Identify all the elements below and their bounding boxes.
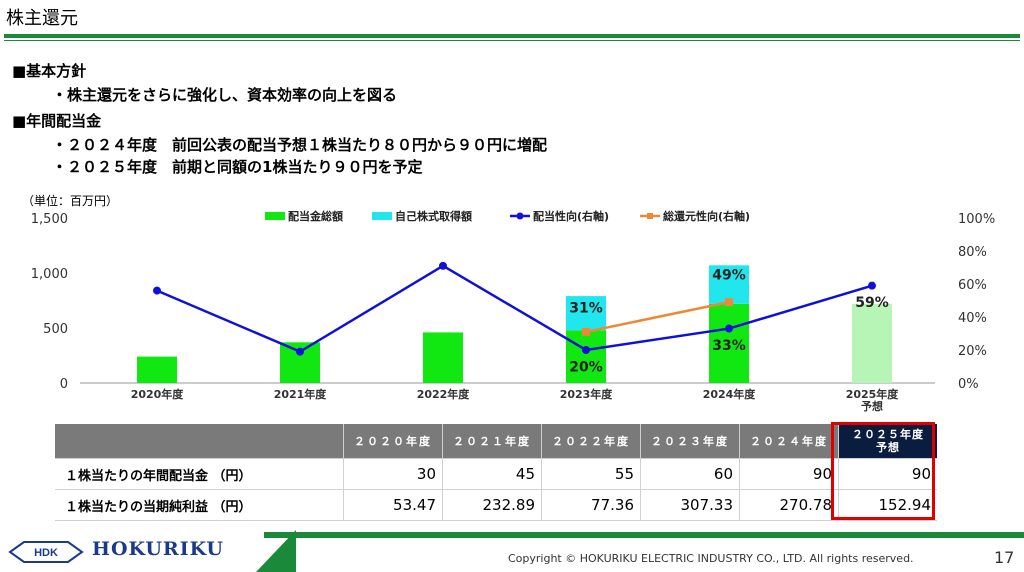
data-label: 49%	[712, 268, 746, 284]
x-tick-label: 2024年度	[703, 387, 757, 401]
bar-dividend-total	[852, 303, 892, 383]
table-header-forecast: ２０２５年度 予想	[838, 424, 937, 459]
row-label: １株当たりの年間配当金 （円）	[55, 458, 344, 490]
forecast-highlight-box	[831, 422, 935, 520]
table-cell: 307.33	[640, 489, 740, 521]
y-right-tick-label: 100%	[958, 212, 995, 227]
data-label: 20%	[569, 359, 603, 375]
legend-label: 自己株式取得額	[395, 209, 472, 223]
dividend-table: ２０２０年度 ２０２１年度 ２０２２年度 ２０２３年度 ２０２４年度 ２０２５年…	[55, 424, 937, 521]
shareholder-return-chart: 配当金総額 自己株式取得額 配当性向(右軸) 総還元性向(右軸) 0 500 1,000 1…	[31, 209, 995, 413]
y-right-tick-label: 0%	[958, 377, 979, 392]
bar-dividend-total	[566, 330, 606, 383]
table-header-year: ２０２４年度	[739, 424, 839, 459]
table-cell: 30	[343, 458, 443, 490]
unit-label: （単位：百万円）	[22, 194, 119, 208]
table-cell: 55	[541, 458, 641, 490]
legend-swatch	[265, 212, 285, 220]
table-cell: 232.89	[442, 489, 542, 521]
table-header-blank	[55, 424, 344, 459]
payout-ratio-point	[439, 261, 447, 270]
x-tick-label: 2025年度	[846, 387, 900, 401]
x-tick-label: 2023年度	[560, 387, 614, 401]
y-left-tick-label: 1,000	[31, 267, 68, 282]
policy-line: ・株主還元をさらに強化し、資本効率の向上を図る	[52, 86, 398, 104]
bar-share-buyback	[566, 296, 606, 331]
table-header-year: ２０２３年度	[640, 424, 740, 459]
legend-swatch	[372, 212, 392, 220]
dividend-line-2024: ・２０２４年度 前回公表の配当予想１株当たり８０円から９０円に増配	[52, 136, 548, 154]
y-left-tick-label: 1,500	[31, 212, 68, 227]
page-title: 株主還元	[6, 8, 78, 29]
legend-marker	[647, 213, 653, 219]
y-left-tick-label: 500	[43, 322, 68, 337]
table-row: １株当たりの当期純利益 （円） 53.47 232.89 77.36 307.3…	[55, 489, 937, 521]
table-cell: 45	[442, 458, 542, 490]
company-logo-text: HOKURIKU	[92, 538, 224, 560]
data-label: 31%	[569, 301, 603, 317]
bar-dividend-total	[137, 356, 177, 383]
x-tick-label: 予想	[861, 399, 883, 413]
data-label: 59%	[855, 295, 889, 311]
table-cell: 270.78	[739, 489, 839, 521]
footer-bar	[264, 532, 1024, 538]
legend-label: 総還元性向(右軸)	[663, 209, 750, 223]
hdk-logo-icon: HDK	[8, 541, 84, 563]
payout-ratio-point	[868, 281, 876, 290]
payout-ratio-point	[725, 324, 733, 333]
table-cell: 60	[640, 458, 740, 490]
y-right-tick-label: 80%	[958, 245, 987, 260]
logo-mark-text: HDK	[34, 547, 58, 559]
page-number: 17	[994, 548, 1015, 567]
data-label: 33%	[712, 338, 746, 354]
table-cell: 90	[838, 458, 937, 490]
row-label: １株当たりの当期純利益 （円）	[55, 489, 344, 521]
y-right-tick-label: 60%	[958, 278, 987, 293]
title-underline	[4, 34, 1020, 38]
legend-label: 配当性向(右軸)	[533, 209, 609, 223]
y-right-tick-label: 40%	[958, 311, 987, 326]
table-header-year: ２０２０年度	[343, 424, 443, 459]
total-return-ratio-point	[582, 327, 590, 336]
dividend-line-2025: ・２０２５年度 前期と同額の1株当たり９０円を予定	[52, 158, 423, 176]
x-tick-label: 2020年度	[131, 387, 185, 401]
bar-dividend-total	[709, 303, 749, 383]
table-cell: 90	[739, 458, 839, 490]
table-cell: 77.36	[541, 489, 641, 521]
x-tick-label: 2022年度	[417, 387, 471, 401]
y-right-tick-label: 20%	[958, 344, 987, 359]
total-return-ratio-line	[585, 300, 730, 334]
forecast-year: ２０２５年度	[852, 428, 924, 441]
table-header-year: ２０２２年度	[541, 424, 641, 459]
legend-marker	[516, 212, 524, 220]
heading-annual-dividend: ■年間配当金	[12, 112, 102, 130]
payout-ratio-point	[296, 347, 304, 356]
table-row: １株当たりの年間配当金 （円） 30 45 55 60 90 90	[55, 458, 937, 490]
table-header-year: ２０２１年度	[442, 424, 542, 459]
payout-ratio-line	[156, 264, 873, 354]
title-underline-thin	[4, 40, 1020, 41]
table-cell: 152.94	[838, 489, 937, 521]
x-tick-label: 2021年度	[274, 387, 328, 401]
legend-label: 配当金総額	[288, 209, 343, 223]
copyright: Copyright © HOKURIKU ELECTRIC INDUSTRY C…	[508, 552, 914, 565]
payout-ratio-point	[582, 346, 590, 354]
heading-basic-policy: ■基本方針	[12, 62, 87, 80]
bar-dividend-total	[423, 332, 463, 383]
bar-share-buyback	[709, 265, 749, 304]
table-cell: 53.47	[343, 489, 443, 521]
y-left-tick-label: 0	[60, 377, 68, 392]
total-return-ratio-point	[725, 298, 733, 307]
forecast-sub: 予想	[876, 441, 900, 454]
payout-ratio-point	[153, 286, 161, 295]
